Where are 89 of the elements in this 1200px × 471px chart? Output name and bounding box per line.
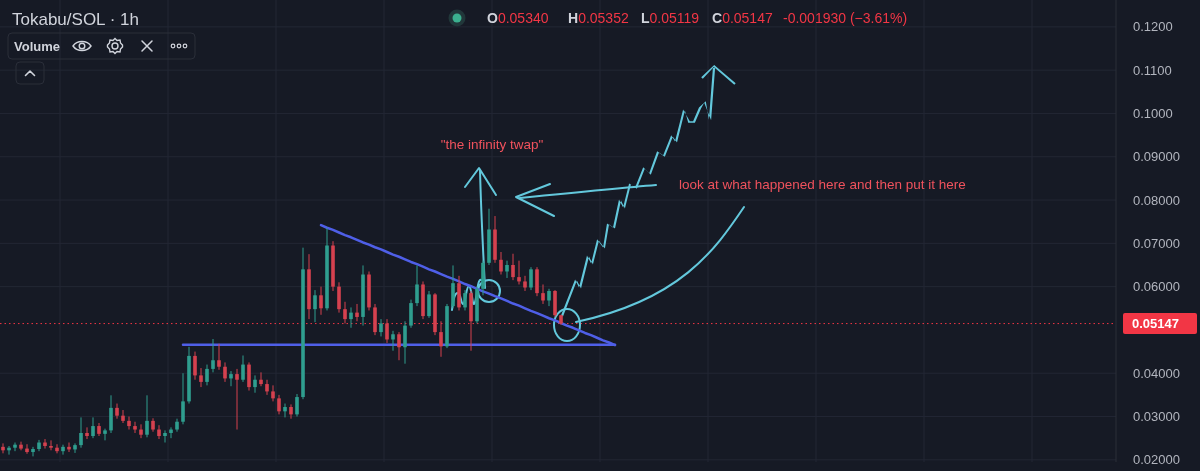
candlestick bbox=[145, 394, 149, 438]
candlestick bbox=[439, 320, 443, 358]
candlestick bbox=[277, 394, 281, 415]
y-tick-label: 0.1200 bbox=[1133, 19, 1173, 35]
candlestick bbox=[391, 330, 395, 352]
y-tick-label: 0.1100 bbox=[1133, 62, 1172, 78]
candlestick bbox=[349, 306, 353, 329]
candlestick bbox=[217, 343, 221, 371]
annotation: H0.05352 bbox=[568, 10, 629, 26]
candlestick bbox=[43, 438, 47, 450]
y-tick-label: 0.02000 bbox=[1133, 452, 1180, 468]
y-tick-label: 0.08000 bbox=[1133, 192, 1180, 208]
candlestick bbox=[91, 416, 95, 439]
candlestick bbox=[271, 384, 275, 402]
candlestick bbox=[313, 289, 317, 323]
candlestick bbox=[529, 266, 533, 291]
candlestick bbox=[343, 301, 347, 324]
candlestick bbox=[133, 421, 137, 434]
candlestick bbox=[517, 260, 521, 285]
candlestick bbox=[13, 442, 17, 452]
ref-line-label: 0.05147 bbox=[1132, 316, 1179, 332]
annotation: L0.05119 bbox=[641, 10, 700, 26]
candlestick bbox=[385, 318, 389, 344]
candlestick bbox=[265, 379, 269, 396]
candlestick bbox=[415, 264, 419, 307]
candlestick bbox=[61, 444, 65, 456]
candlestick bbox=[139, 423, 143, 439]
annotation: look at what happened here and then put it here bbox=[679, 177, 966, 192]
candlestick bbox=[505, 260, 509, 279]
candlestick bbox=[541, 283, 545, 305]
y-tick-label: 0.06000 bbox=[1133, 279, 1180, 295]
candlestick bbox=[103, 428, 107, 441]
candlestick bbox=[241, 354, 245, 383]
candlestick bbox=[511, 253, 515, 281]
candlestick bbox=[181, 372, 185, 425]
candlestick bbox=[49, 439, 53, 451]
candlestick bbox=[355, 303, 359, 322]
annotation: Volume bbox=[14, 38, 60, 54]
candlestick bbox=[379, 318, 383, 337]
candlestick bbox=[451, 264, 455, 309]
candlestick bbox=[247, 361, 251, 392]
y-tick-label: 0.04000 bbox=[1133, 365, 1180, 381]
candlestick bbox=[211, 338, 215, 373]
candlestick bbox=[127, 416, 131, 431]
candlestick bbox=[205, 364, 209, 386]
candlestick bbox=[85, 426, 89, 440]
candlestick bbox=[25, 443, 29, 455]
candlestick bbox=[55, 443, 59, 454]
candlestick bbox=[109, 394, 113, 434]
candlestick bbox=[283, 403, 287, 418]
candlestick bbox=[259, 371, 263, 387]
candlestick bbox=[157, 424, 161, 440]
candlestick bbox=[193, 351, 197, 381]
candlestick bbox=[73, 442, 77, 454]
text: Tokabu/SOL · 1h bbox=[12, 10, 139, 29]
candlestick bbox=[403, 320, 407, 365]
annotation: C0.05147 bbox=[712, 10, 773, 26]
candlestick bbox=[289, 403, 293, 420]
annotation: O0.05340 bbox=[487, 10, 549, 26]
y-tick-label: 0.09000 bbox=[1133, 149, 1180, 165]
candlestick bbox=[79, 416, 83, 449]
annotation: -0.001930 (−3.61%) bbox=[783, 10, 908, 26]
candlestick bbox=[295, 393, 299, 418]
candlestick bbox=[427, 290, 431, 319]
candlestick bbox=[523, 275, 527, 292]
candlestick bbox=[223, 361, 227, 383]
candlestick bbox=[121, 409, 125, 424]
candlestick bbox=[163, 429, 167, 444]
candlestick bbox=[253, 374, 257, 394]
candlestick bbox=[1, 442, 5, 454]
candlestick bbox=[409, 299, 413, 329]
y-tick-label: 0.03000 bbox=[1133, 409, 1180, 425]
candlestick bbox=[169, 426, 173, 439]
candlestick bbox=[37, 439, 41, 452]
candlestick bbox=[547, 288, 551, 307]
candlestick bbox=[199, 367, 203, 388]
annotation: "the infinity twap" bbox=[440, 137, 544, 152]
candlestick bbox=[463, 289, 467, 311]
y-tick-label: 0.1000 bbox=[1133, 105, 1173, 121]
candlestick bbox=[319, 286, 323, 316]
candlestick bbox=[31, 446, 35, 457]
candlestick bbox=[535, 266, 539, 297]
y-tick-label: 0.07000 bbox=[1133, 235, 1180, 251]
candlestick bbox=[229, 370, 233, 387]
candlestick bbox=[397, 331, 401, 361]
candlestick bbox=[115, 403, 119, 420]
candlestick bbox=[499, 251, 503, 276]
candlestick bbox=[337, 281, 341, 314]
candlestick bbox=[235, 368, 239, 431]
